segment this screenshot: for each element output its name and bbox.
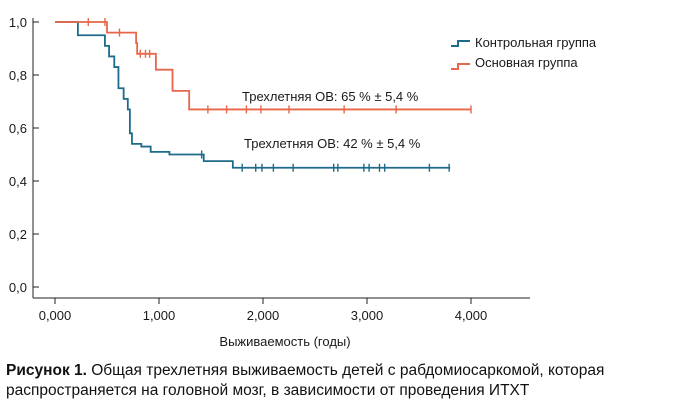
x-tick-label: 2,000 xyxy=(247,308,280,323)
x-axis-title: Выживаемость (годы) xyxy=(219,334,350,349)
caption-text: Общая трехлетняя выживаемость детей с ра… xyxy=(6,362,605,399)
y-tick-label: 0,0 xyxy=(9,280,27,295)
x-tick-label: 3,000 xyxy=(351,308,384,323)
x-tick-label: 0,000 xyxy=(39,308,72,323)
survival-line-control xyxy=(55,21,451,169)
legend-label-main: Основная группа xyxy=(475,55,578,70)
legend: Контрольная группа Основная группа xyxy=(451,35,597,70)
y-tick-label: 0,8 xyxy=(9,68,27,83)
caption-label: Рисунок 1. xyxy=(6,362,87,379)
x-tick-label: 1,000 xyxy=(143,308,176,323)
y-tick-label: 0,2 xyxy=(9,227,27,242)
survival-line-main xyxy=(55,21,471,111)
legend-swatch-main xyxy=(451,63,470,70)
annotation-main-group: Трехлетняя ОВ: 65 % ± 5,4 % xyxy=(242,89,419,104)
legend-swatch-control xyxy=(451,40,470,47)
y-tick-label: 0,6 xyxy=(9,121,27,136)
annotation-control-group: Трехлетняя ОВ: 42 % ± 5,4 % xyxy=(244,136,421,151)
figure-caption: Рисунок 1. Общая трехлетняя выживаемость… xyxy=(6,361,686,401)
y-tick-label: 0,4 xyxy=(9,174,27,189)
y-tick-label: 1,0 xyxy=(9,15,27,30)
legend-label-control: Контрольная группа xyxy=(475,35,597,50)
survival-chart: 0,0 0,2 0,4 0,6 0,8 1,0 0,000 1,000 2,000 3,000 4… xyxy=(9,15,597,349)
x-tick-label: 4,000 xyxy=(455,308,488,323)
